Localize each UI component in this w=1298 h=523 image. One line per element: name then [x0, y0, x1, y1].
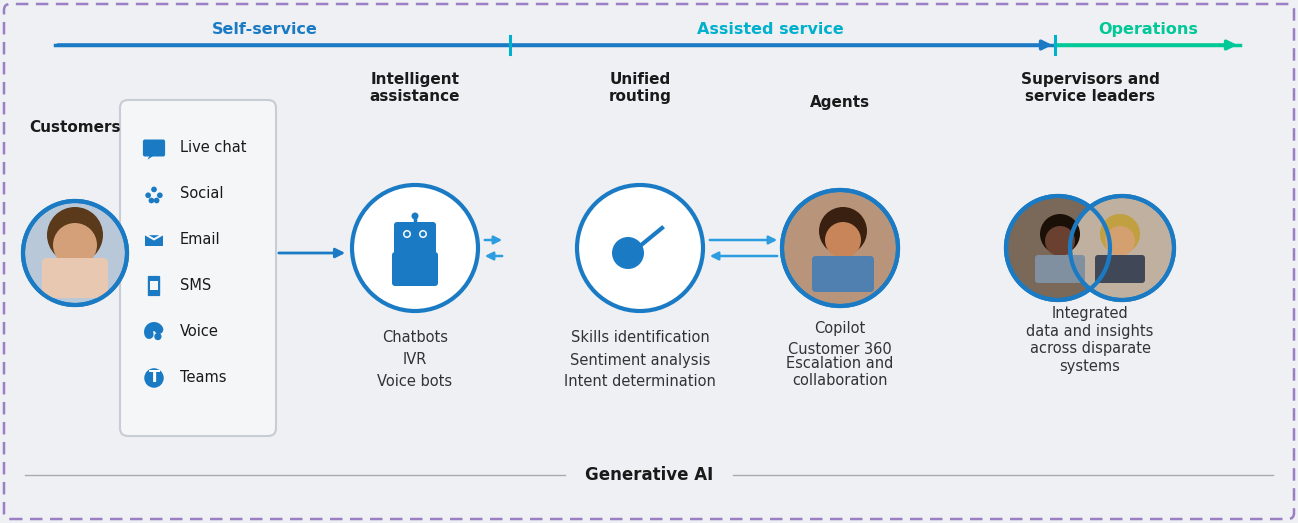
Text: Sentiment analysis: Sentiment analysis	[570, 353, 710, 368]
Text: Unified
routing: Unified routing	[609, 72, 671, 104]
Circle shape	[1006, 196, 1110, 300]
Text: Social: Social	[180, 187, 223, 201]
FancyBboxPatch shape	[145, 234, 164, 246]
FancyBboxPatch shape	[392, 252, 437, 286]
Polygon shape	[148, 154, 156, 160]
Circle shape	[419, 230, 427, 238]
Polygon shape	[145, 234, 164, 240]
Text: Supervisors and
service leaders: Supervisors and service leaders	[1020, 72, 1159, 104]
Circle shape	[611, 237, 644, 269]
Text: Customer 360: Customer 360	[788, 343, 892, 358]
FancyBboxPatch shape	[143, 140, 165, 156]
Circle shape	[781, 190, 898, 306]
Text: Teams: Teams	[180, 370, 226, 385]
Circle shape	[352, 185, 478, 311]
Circle shape	[405, 232, 409, 236]
Text: Assisted service: Assisted service	[697, 22, 844, 37]
Text: Agents: Agents	[810, 96, 870, 110]
Circle shape	[1099, 214, 1140, 254]
Text: Integrated
data and insights
across disparate
systems: Integrated data and insights across disp…	[1027, 306, 1154, 373]
FancyBboxPatch shape	[42, 258, 108, 298]
Circle shape	[421, 232, 426, 236]
FancyBboxPatch shape	[151, 281, 157, 290]
Circle shape	[402, 230, 411, 238]
Circle shape	[157, 192, 162, 198]
Circle shape	[826, 222, 861, 258]
Text: Live chat: Live chat	[180, 141, 247, 155]
Text: Copilot: Copilot	[814, 321, 866, 335]
FancyBboxPatch shape	[1096, 255, 1145, 283]
FancyBboxPatch shape	[4, 4, 1294, 519]
Text: Intelligent
assistance: Intelligent assistance	[370, 72, 461, 104]
Text: Operations: Operations	[1098, 22, 1198, 37]
Circle shape	[153, 198, 160, 203]
FancyBboxPatch shape	[813, 256, 874, 292]
Circle shape	[1045, 226, 1075, 256]
Text: Intent determination: Intent determination	[565, 374, 716, 390]
Circle shape	[144, 368, 164, 388]
Text: IVR: IVR	[402, 353, 427, 368]
Text: Customers: Customers	[30, 120, 121, 135]
FancyBboxPatch shape	[119, 100, 276, 436]
Circle shape	[148, 198, 154, 203]
Circle shape	[47, 207, 103, 263]
FancyBboxPatch shape	[1035, 255, 1085, 283]
Circle shape	[411, 212, 418, 220]
Text: Skills identification: Skills identification	[571, 331, 710, 346]
Text: Generative AI: Generative AI	[585, 466, 713, 484]
Circle shape	[145, 192, 151, 198]
FancyBboxPatch shape	[395, 222, 436, 256]
Circle shape	[23, 201, 127, 305]
Text: Escalation and
collaboration: Escalation and collaboration	[787, 356, 894, 388]
Text: Self-service: Self-service	[212, 22, 318, 37]
Text: Voice bots: Voice bots	[378, 374, 453, 390]
Text: Chatbots: Chatbots	[382, 331, 448, 346]
Circle shape	[578, 185, 704, 311]
Circle shape	[147, 324, 153, 331]
Circle shape	[151, 187, 157, 192]
Circle shape	[1105, 226, 1134, 256]
Circle shape	[1070, 196, 1173, 300]
Text: SMS: SMS	[180, 279, 212, 293]
Text: Email: Email	[180, 233, 221, 247]
Circle shape	[819, 207, 867, 255]
Circle shape	[53, 223, 97, 267]
Text: T: T	[148, 370, 160, 385]
FancyBboxPatch shape	[148, 276, 160, 296]
Circle shape	[1040, 214, 1080, 254]
Text: Voice: Voice	[180, 324, 219, 339]
Circle shape	[154, 333, 161, 340]
